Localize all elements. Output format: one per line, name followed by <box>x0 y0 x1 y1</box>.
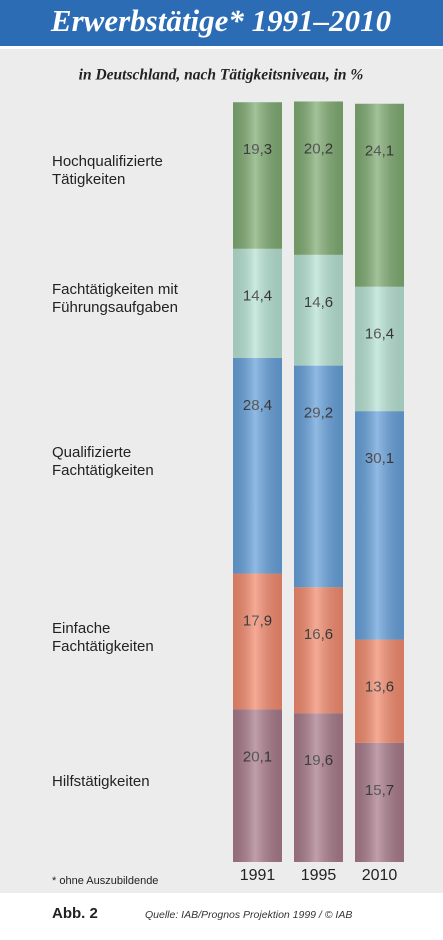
chart-title: Erwerbstätige* 1991–2010 <box>50 3 391 38</box>
legend-label: Einfache Fachtätigkeiten <box>52 619 154 655</box>
bar-shine <box>233 102 282 863</box>
source: Quelle: IAB/Prognos Projektion 1999 / © … <box>145 909 352 921</box>
x-tick-label: 1991 <box>240 867 276 884</box>
x-tick-label: 1995 <box>301 867 337 884</box>
title-rule <box>0 46 443 49</box>
bar-shine <box>294 101 343 863</box>
legend-label: Qualifizierte Fachtätigkeiten <box>52 443 154 479</box>
title-bar <box>0 0 443 46</box>
legend-label: Fachtätigkeiten mit Führungsaufgaben <box>52 281 178 317</box>
chart-subtitle: in Deutschland, nach Tätigkeitsniveau, i… <box>79 67 364 84</box>
footnote: * ohne Auszubildende <box>52 875 158 887</box>
legend-label: Hilfstätigkeiten <box>52 772 150 790</box>
figure-label: Abb. 2 <box>52 905 98 922</box>
bar-shine <box>355 103 404 862</box>
legend-label: Hochqualifizierte Tätigkeiten <box>52 153 163 189</box>
x-tick-label: 2010 <box>362 867 398 884</box>
